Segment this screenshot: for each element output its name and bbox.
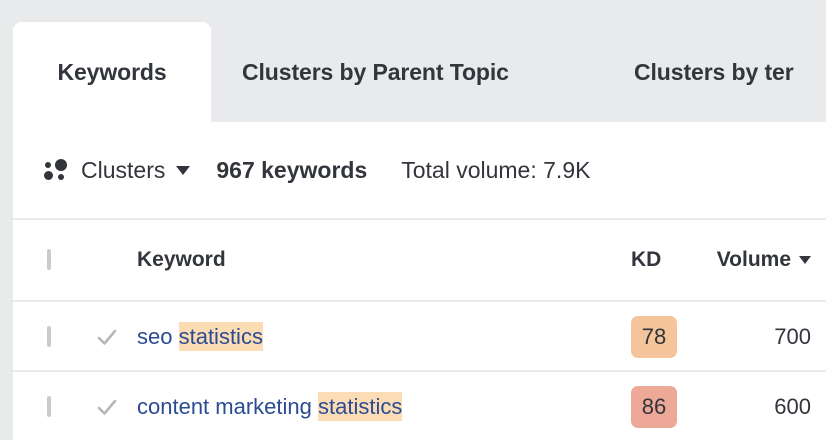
tab-clusters-by-parent-topic[interactable]: Clusters by Parent Topic [242,22,509,122]
divider-under-toolbar [13,218,826,220]
check-icon [95,325,119,349]
column-keyword[interactable]: Keyword [137,248,226,271]
divider-under-header [13,300,826,302]
clusters-dots-icon [44,158,68,182]
content-panel: Clusters 967 keywords Total volume: 7.9K… [13,122,826,440]
chevron-down-icon [799,256,811,264]
row-checkbox[interactable] [47,326,51,347]
kd-badge-value: 78 [631,316,677,358]
kd-badge-value: 86 [631,386,677,428]
tab-keywords[interactable]: Keywords [13,22,211,122]
kd-badge: 78 [631,316,677,358]
select-all-checkbox[interactable] [47,249,51,270]
keyword-prefix: content marketing [137,394,318,419]
clusters-grouping-label: Clusters [81,156,166,183]
volume-value: 600 [774,394,811,419]
table-row[interactable]: seo statistics 78 700 [13,302,826,372]
total-volume-label: Total volume: 7.9K [401,156,591,183]
tab-clusters-by-terms-label: Clusters by ter [634,58,794,85]
keyword-link[interactable]: content marketing statistics [137,392,403,421]
tab-bar: Keywords Clusters by Parent Topic Cluste… [0,0,826,122]
volume-value: 700 [774,324,811,349]
keyword-link[interactable]: seo statistics [137,322,263,351]
tab-clusters-by-terms[interactable]: Clusters by ter [634,22,794,122]
keyword-prefix: seo [137,324,179,349]
keyword-highlight: statistics [178,322,263,351]
tab-keywords-label: Keywords [57,58,167,85]
table-row[interactable]: content marketing statistics 86 600 [13,372,826,440]
row-checkbox[interactable] [47,396,51,417]
chevron-down-icon [176,165,191,175]
keyword-highlight: statistics [317,392,403,421]
column-kd[interactable]: KD [631,248,662,271]
tab-clusters-by-parent-topic-label: Clusters by Parent Topic [242,58,509,85]
column-volume[interactable]: Volume [711,248,811,272]
keyword-count: 967 keywords [216,156,368,183]
kd-badge: 86 [631,386,677,428]
table-header-row: Keyword KD Volume [13,220,826,300]
column-volume-label: Volume [716,248,791,271]
clusters-grouping-dropdown[interactable]: Clusters [81,156,191,184]
check-icon [95,395,119,419]
divider-under-row-1 [13,370,826,372]
results-toolbar: Clusters 967 keywords Total volume: 7.9K [13,122,826,218]
